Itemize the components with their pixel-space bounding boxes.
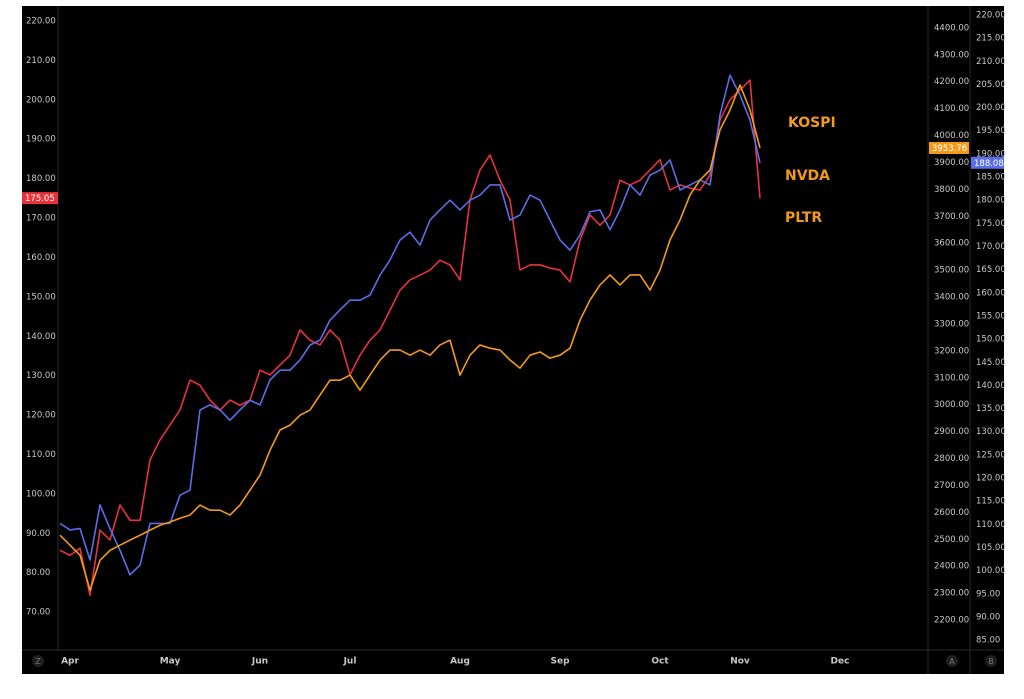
y-tick-label: 2200.00 — [934, 616, 969, 626]
series-line — [59, 79, 761, 596]
x-tick-label: Oct — [651, 657, 669, 667]
y-tick-label: 165.00 — [976, 265, 1006, 275]
last-value-box — [929, 142, 969, 155]
y-tick-label: 3400.00 — [934, 293, 969, 303]
y-tick-label: 190.00 — [976, 149, 1006, 159]
y-tick-label: 195.00 — [976, 126, 1006, 136]
series-line — [59, 74, 761, 576]
y-tick-label: 70.00 — [26, 608, 50, 618]
x-tick-label: Sep — [550, 657, 570, 667]
y-tick-label: 140.00 — [26, 332, 56, 342]
last-value-label: 175.05 — [25, 194, 55, 204]
y-tick-label: 125.00 — [976, 450, 1006, 460]
y-tick-label: 2500.00 — [934, 535, 969, 545]
y-tick-label: 3100.00 — [934, 373, 969, 383]
y-tick-label: 190.00 — [26, 135, 56, 145]
y-tick-label: 170.00 — [976, 242, 1006, 252]
control-label[interactable]: Z — [35, 657, 41, 666]
x-tick-label: Apr — [61, 657, 79, 667]
y-tick-label: 100.00 — [26, 489, 56, 499]
y-tick-label: 3300.00 — [934, 319, 969, 329]
y-tick-label: 4000.00 — [934, 131, 969, 141]
y-tick-label: 3700.00 — [934, 212, 969, 222]
y-tick-label: 105.00 — [976, 543, 1006, 553]
y-tick-label: 120.00 — [26, 411, 56, 421]
y-tick-label: 130.00 — [976, 427, 1006, 437]
x-tick-label: Dec — [831, 657, 850, 667]
y-tick-label: 4300.00 — [934, 50, 969, 60]
y-tick-label: 3500.00 — [934, 266, 969, 276]
y-tick-label: 2600.00 — [934, 508, 969, 518]
y-tick-label: 220.00 — [976, 10, 1006, 20]
y-tick-label: 85.00 — [976, 636, 1000, 646]
y-tick-label: 3600.00 — [934, 239, 969, 249]
y-tick-label: 3200.00 — [934, 346, 969, 356]
y-tick-label: 115.00 — [976, 497, 1006, 507]
y-tick-label: 3800.00 — [934, 185, 969, 195]
y-tick-label: 100.00 — [976, 566, 1006, 576]
y-tick-label: 160.00 — [26, 253, 56, 263]
y-tick-label: 205.00 — [976, 80, 1006, 90]
y-tick-label: 95.00 — [976, 589, 1000, 599]
control-button[interactable] — [985, 655, 997, 667]
series-annotation: NVDA — [785, 168, 830, 184]
y-tick-label: 90.00 — [976, 612, 1000, 622]
y-tick-label: 3000.00 — [934, 400, 969, 410]
x-tick-label: Jul — [343, 657, 357, 667]
y-tick-label: 180.00 — [26, 174, 56, 184]
y-tick-label: 150.00 — [26, 292, 56, 302]
y-tick-label: 145.00 — [976, 358, 1006, 368]
y-tick-label: 110.00 — [976, 520, 1006, 530]
y-tick-label: 2400.00 — [934, 562, 969, 572]
y-tick-label: 150.00 — [976, 335, 1006, 345]
series-annotation: KOSPI — [788, 115, 836, 131]
y-tick-label: 130.00 — [26, 371, 56, 381]
x-tick-label: Jun — [251, 657, 268, 667]
y-tick-label: 170.00 — [26, 214, 56, 224]
control-label[interactable]: A — [949, 657, 955, 666]
y-tick-label: 4400.00 — [934, 23, 969, 33]
y-tick-label: 90.00 — [26, 529, 50, 539]
y-tick-label: 215.00 — [976, 34, 1006, 44]
x-tick-label: Nov — [730, 657, 750, 667]
y-tick-label: 4200.00 — [934, 77, 969, 87]
x-tick-label: May — [160, 657, 181, 667]
y-tick-label: 2700.00 — [934, 481, 969, 491]
y-tick-label: 2800.00 — [934, 454, 969, 464]
last-value-box — [971, 156, 1004, 169]
y-tick-label: 110.00 — [26, 450, 56, 460]
control-button[interactable] — [946, 655, 958, 667]
y-tick-label: 2300.00 — [934, 589, 969, 599]
control-label[interactable]: B — [988, 657, 994, 666]
y-tick-label: 220.00 — [26, 17, 56, 27]
x-tick-label: Aug — [450, 657, 470, 667]
y-tick-label: 3900.00 — [934, 158, 969, 168]
y-tick-label: 120.00 — [976, 474, 1006, 484]
series-annotation: PLTR — [785, 210, 822, 226]
y-tick-label: 210.00 — [26, 56, 56, 66]
y-tick-label: 140.00 — [976, 381, 1006, 391]
y-tick-label: 210.00 — [976, 57, 1006, 67]
y-tick-label: 4100.00 — [934, 104, 969, 114]
chart-background — [22, 6, 1004, 674]
y-tick-label: 2900.00 — [934, 427, 969, 437]
last-value-label: 3953.76 — [932, 144, 967, 154]
y-tick-label: 135.00 — [976, 404, 1006, 414]
y-tick-label: 180.00 — [976, 196, 1006, 206]
controls: Z A B — [32, 655, 997, 667]
y-tick-label: 200.00 — [26, 95, 56, 105]
last-value-box — [22, 192, 58, 205]
y-tick-label: 185.00 — [976, 173, 1006, 183]
y-tick-label: 175.00 — [976, 219, 1006, 229]
y-tick-label: 160.00 — [976, 288, 1006, 298]
y-tick-label: 200.00 — [976, 103, 1006, 113]
y-tick-label: 155.00 — [976, 311, 1006, 321]
y-tick-label: 80.00 — [26, 568, 50, 578]
series-line — [59, 84, 761, 591]
control-button[interactable] — [32, 655, 44, 667]
last-value-label: 188.08 — [974, 159, 1004, 169]
